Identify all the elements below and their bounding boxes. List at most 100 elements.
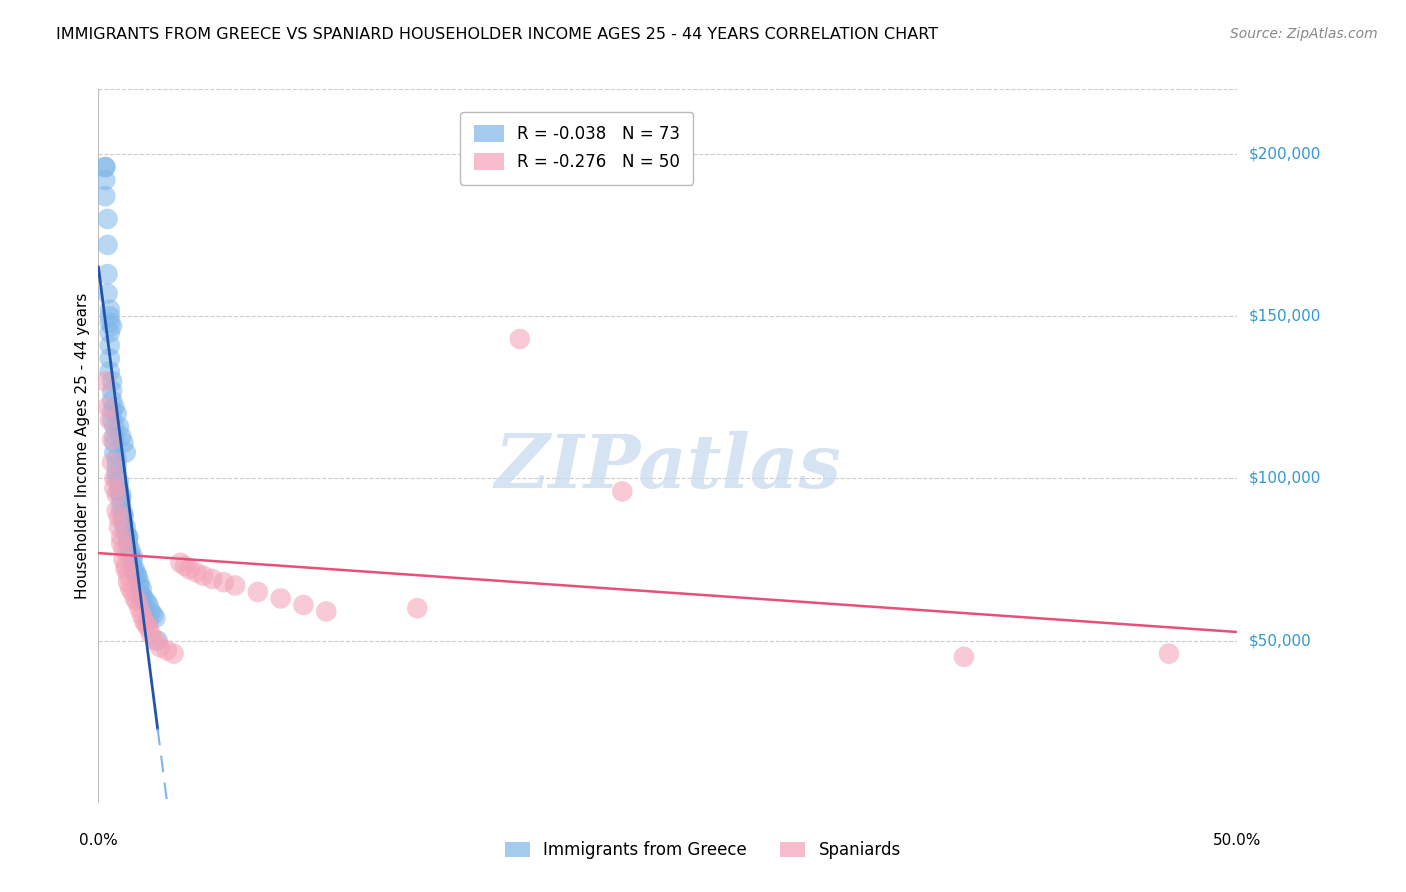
Point (114, 526, 136, 541)
Point (114, 520, 136, 534)
Point (149, 640, 172, 654)
Point (315, 604, 337, 618)
Point (132, 614, 155, 628)
Point (128, 575, 150, 590)
Point (212, 575, 235, 590)
Point (110, 429, 132, 443)
Point (112, 435, 135, 450)
Point (103, 481, 125, 495)
Point (103, 429, 125, 443)
Point (98, 326, 121, 340)
Point (139, 604, 162, 618)
Point (117, 530, 139, 544)
Point (101, 384, 124, 398)
Point (94, 173, 117, 187)
Point (98, 310, 121, 324)
Point (114, 559, 136, 574)
Point (101, 403, 124, 417)
Point (110, 497, 132, 511)
Point (127, 568, 149, 582)
Point (1157, 647, 1180, 661)
Point (179, 562, 201, 576)
Point (121, 559, 143, 574)
Point (131, 582, 153, 596)
Point (114, 562, 136, 576)
Point (103, 419, 125, 434)
Point (110, 504, 132, 518)
Point (138, 614, 160, 628)
Point (117, 540, 139, 554)
Point (105, 452, 128, 467)
Point (117, 530, 139, 544)
Legend: Immigrants from Greece, Spaniards: Immigrants from Greece, Spaniards (498, 835, 908, 866)
Point (201, 572, 224, 586)
Point (110, 491, 132, 505)
Point (112, 516, 135, 531)
Point (156, 643, 179, 657)
Point (117, 536, 139, 550)
Point (94, 189, 117, 203)
Point (108, 484, 131, 499)
Point (174, 559, 197, 574)
Point (110, 488, 132, 502)
Point (98, 351, 121, 366)
Point (246, 585, 269, 599)
Point (101, 433, 124, 447)
Legend: R = -0.038   N = 73, R = -0.276   N = 50: R = -0.038 N = 73, R = -0.276 N = 50 (460, 112, 693, 185)
Point (94, 160, 117, 174)
Point (96, 238, 118, 252)
Point (94, 374, 117, 388)
Point (112, 507, 135, 521)
Point (98, 413, 121, 427)
Point (103, 471, 125, 485)
Point (124, 566, 146, 580)
Point (120, 582, 142, 596)
Point (121, 585, 143, 599)
Point (132, 591, 155, 606)
Point (101, 455, 124, 469)
Point (117, 575, 139, 590)
Point (101, 374, 124, 388)
Point (292, 598, 315, 612)
Point (101, 318, 124, 333)
Point (131, 607, 153, 622)
Point (146, 633, 169, 648)
Point (138, 621, 160, 635)
Point (509, 332, 531, 346)
Point (98, 302, 121, 317)
Point (138, 598, 160, 612)
Point (101, 413, 124, 427)
Point (98, 338, 121, 352)
Point (193, 568, 215, 582)
Point (953, 649, 976, 664)
Point (101, 393, 124, 408)
Point (96, 286, 118, 301)
Text: $50,000: $50,000 (1249, 633, 1312, 648)
Point (103, 435, 125, 450)
Text: $150,000: $150,000 (1249, 309, 1320, 324)
Point (98, 364, 121, 378)
Point (108, 419, 131, 434)
Point (108, 481, 131, 495)
Point (121, 549, 143, 564)
Point (108, 520, 131, 534)
Point (112, 510, 135, 524)
Point (120, 549, 142, 564)
Point (98, 316, 121, 330)
Point (105, 504, 128, 518)
Text: $100,000: $100,000 (1249, 471, 1320, 486)
Point (135, 595, 157, 609)
Y-axis label: Householder Income Ages 25 - 44 years: Householder Income Ages 25 - 44 years (75, 293, 90, 599)
Text: 0.0%: 0.0% (79, 833, 118, 848)
Point (105, 465, 128, 479)
Point (124, 591, 146, 606)
Text: 50.0%: 50.0% (1213, 833, 1261, 848)
Text: Source: ZipAtlas.com: Source: ZipAtlas.com (1230, 27, 1378, 41)
Point (96, 267, 118, 281)
Point (127, 568, 149, 582)
Point (145, 633, 167, 648)
Point (162, 647, 184, 661)
Point (135, 617, 157, 632)
Text: IMMIGRANTS FROM GREECE VS SPANIARD HOUSEHOLDER INCOME AGES 25 - 44 YEARS CORRELA: IMMIGRANTS FROM GREECE VS SPANIARD HOUSE… (56, 27, 938, 42)
Text: ZIPatlas: ZIPatlas (495, 431, 841, 504)
